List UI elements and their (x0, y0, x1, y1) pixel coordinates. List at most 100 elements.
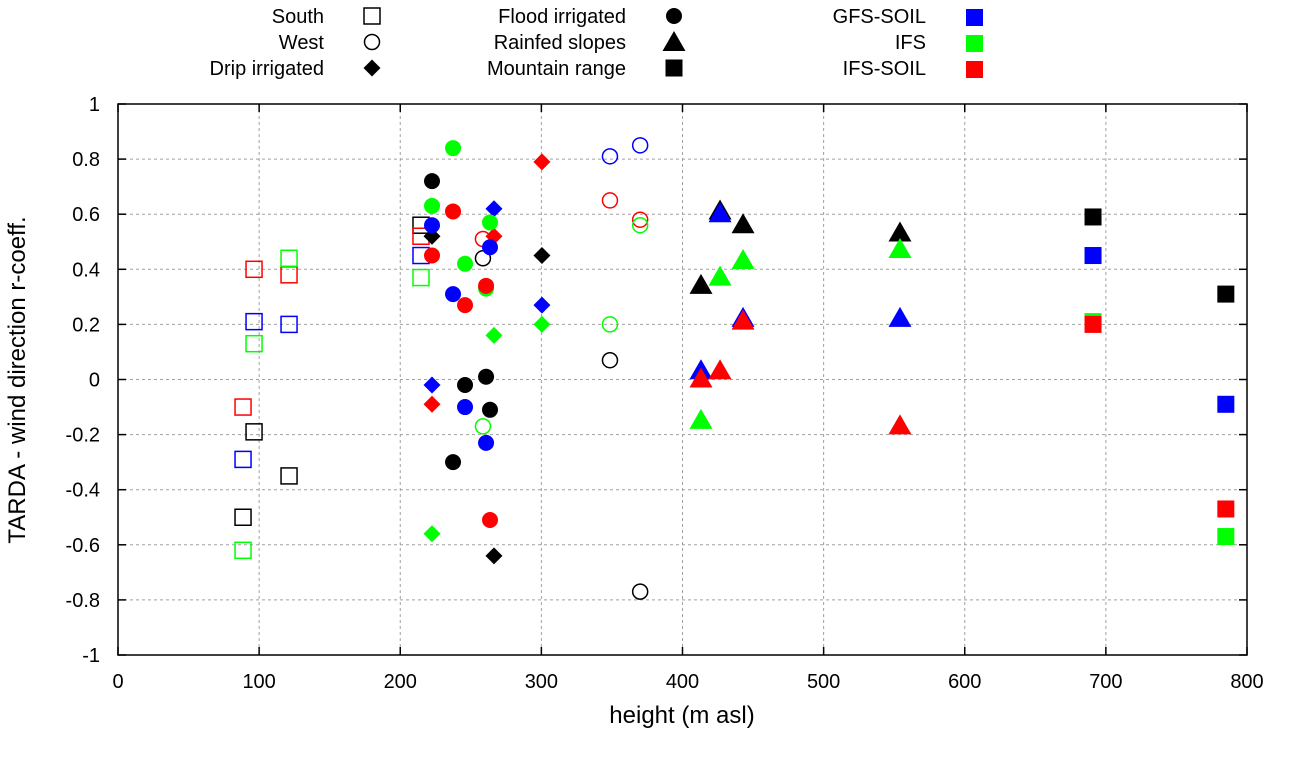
data-point (485, 547, 503, 565)
y-tick-label: -0.4 (66, 480, 100, 502)
data-point (731, 249, 755, 270)
data-point (689, 408, 713, 429)
legend-label: West (279, 32, 325, 54)
data-point (457, 377, 474, 394)
series-mountain-range-ifs (1084, 313, 1235, 546)
data-point (1084, 208, 1102, 226)
data-point (1217, 500, 1235, 518)
y-tick-label: 0.8 (72, 149, 100, 171)
y-tick-label: 0.4 (72, 259, 100, 281)
series-south-ifs (234, 249, 430, 560)
legend-marker-filled-square-icon (665, 59, 683, 77)
data-point (424, 247, 441, 264)
data-point (708, 359, 732, 380)
data-point (708, 265, 732, 286)
data-point (1217, 285, 1235, 303)
data-point (445, 454, 462, 471)
data-point (601, 316, 619, 333)
legend-label: IFS-SOIL (843, 58, 926, 80)
legend-label: Rainfed slopes (494, 32, 626, 54)
data-point (445, 203, 462, 220)
data-point (424, 217, 441, 234)
series-rainfed-slopes-gfs-soil (689, 202, 912, 380)
series-west-reference (474, 250, 649, 600)
data-point (445, 140, 462, 157)
data-point (631, 137, 649, 154)
data-point (533, 153, 551, 171)
axis-ticks: 1 0.8 0.6 0.4 0.2 0 -0.2 -0.4 -0.6 -0.8 -1 0 100 200 3… (66, 94, 1264, 693)
data-point (888, 306, 912, 327)
series-mountain-range-gfs-soil (1084, 247, 1235, 413)
x-tick-label: 200 (384, 671, 417, 693)
y-tick-label: 0.2 (72, 314, 100, 336)
data-point (731, 309, 755, 330)
data-point (485, 200, 503, 218)
data-point (482, 512, 499, 529)
data-point (245, 260, 263, 279)
data-point (888, 414, 912, 435)
legend-entry-flood-irrigated: Flood irrigated (498, 6, 682, 28)
series-rainfed-slopes-ifs (689, 238, 912, 429)
grid-lines (118, 104, 1247, 655)
data-point (631, 583, 649, 600)
data-point (1084, 315, 1102, 333)
legend-label: Mountain range (487, 58, 626, 80)
legend-color-swatch-icon (966, 35, 983, 52)
legend-entry-mountain-range: Mountain range (487, 58, 683, 80)
legend-color-swatch-icon (966, 61, 983, 78)
legend-marker-open-square-icon (363, 7, 381, 25)
data-point (482, 214, 499, 231)
legend: South West Drip irrigated Flood irrigated Ra… (210, 6, 983, 80)
data-point (482, 401, 499, 418)
series-south-gfs-soil (234, 246, 430, 469)
legend-entry-drip-irrigated: Drip irrigated (210, 58, 381, 80)
data-point (888, 238, 912, 259)
legend-label: GFS-SOIL (833, 6, 926, 28)
data-point (474, 418, 492, 435)
data-point (482, 239, 499, 256)
series-flood-irrigated-gfs-soil (424, 217, 499, 451)
x-tick-label: 100 (242, 671, 275, 693)
legend-marker-triangle-icon (662, 31, 686, 51)
data-point (689, 273, 713, 294)
legend-label: Flood irrigated (498, 6, 626, 28)
data-point (478, 434, 495, 451)
series-drip-irrigated-ifs (423, 315, 551, 543)
y-tick-label: 0 (89, 370, 100, 392)
x-tick-label: 600 (948, 671, 981, 693)
data-point (888, 221, 912, 242)
y-tick-label: -0.6 (66, 535, 100, 557)
legend-label: Drip irrigated (210, 58, 324, 80)
data-point (245, 312, 263, 331)
data-point (601, 351, 619, 369)
data-point (245, 334, 263, 353)
data-point (423, 376, 441, 394)
y-tick-label: -0.8 (66, 590, 100, 612)
data-point (457, 297, 474, 314)
series-south-reference (234, 216, 430, 526)
data-point (234, 398, 252, 416)
data-point (601, 192, 619, 209)
data-point (731, 213, 755, 234)
data-point (485, 326, 503, 344)
data-point (280, 249, 298, 268)
series-west-gfs-soil (601, 137, 649, 165)
legend-entry-rainfed-slopes: Rainfed slopes (494, 31, 686, 54)
legend-entry-south: South (272, 6, 381, 28)
data-point (234, 541, 252, 560)
data-point (423, 395, 441, 413)
legend-marker-filled-circle-icon (666, 8, 682, 24)
series-west-ifs (474, 216, 649, 435)
data-point (280, 467, 298, 485)
data-point (708, 202, 732, 223)
data-point (1217, 528, 1235, 546)
series-mountain-range-ifs-soil (1084, 315, 1235, 518)
y-tick-label: -0.2 (66, 425, 100, 447)
x-axis-label: height (m asl) (609, 702, 754, 729)
series-flood-irrigated-reference (424, 173, 499, 471)
series-rainfed-slopes-ifs-soil (689, 309, 912, 435)
x-tick-label: 400 (666, 671, 699, 693)
x-tick-label: 300 (525, 671, 558, 693)
data-point (457, 255, 474, 272)
series-mountain-range-reference (1084, 208, 1235, 303)
